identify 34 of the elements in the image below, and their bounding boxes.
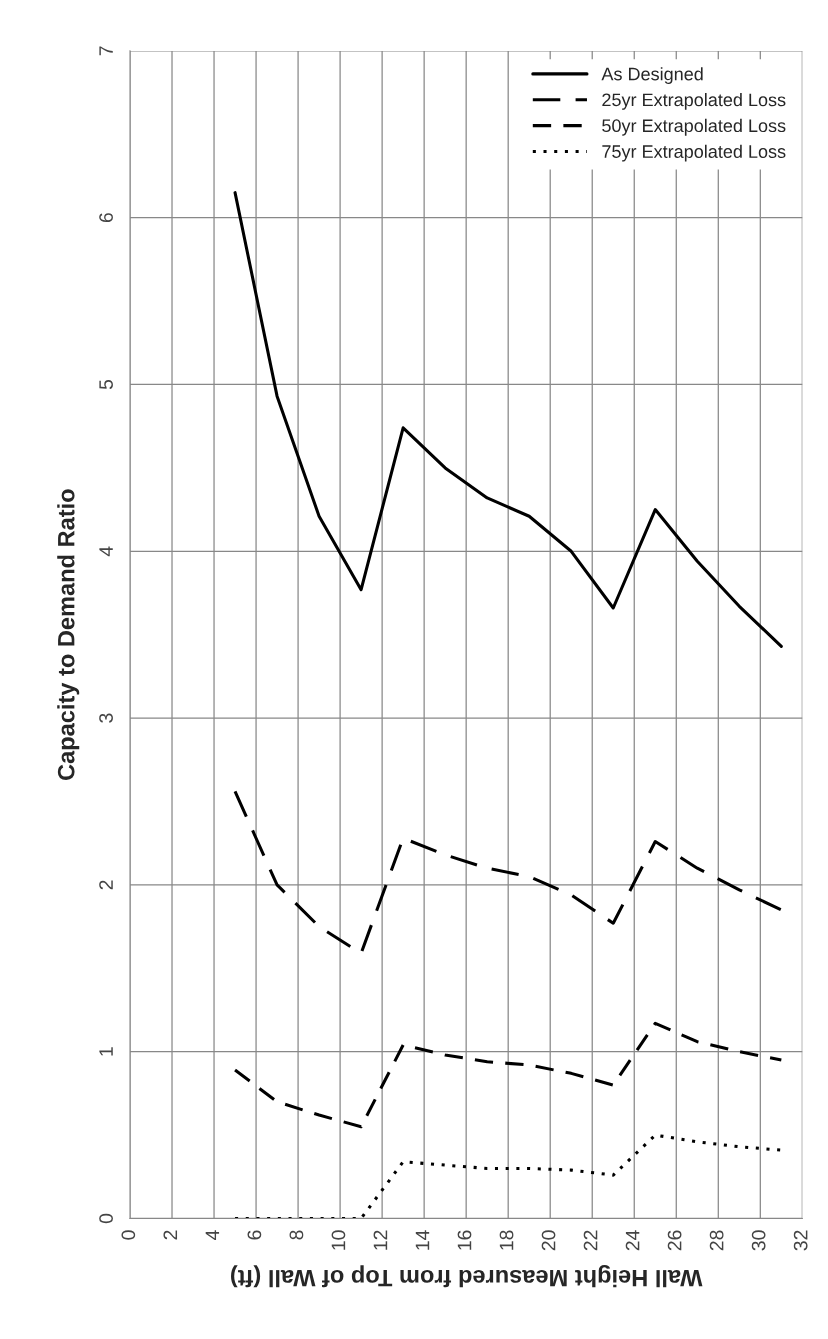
y-tick-label: 5 — [99, 379, 113, 390]
x-tick-label: 30 — [751, 1230, 766, 1251]
y-tick-label: 7 — [99, 46, 113, 56]
x-tick-label: 22 — [583, 1230, 598, 1251]
x-tick-label: 24 — [625, 1230, 640, 1251]
y-tick-label: 2 — [99, 880, 113, 890]
legend-label: As Designed — [601, 67, 703, 84]
y-tick-label: 3 — [99, 713, 113, 723]
y-tick-label: 4 — [99, 546, 113, 557]
legend-label: 25yr Extrapolated Loss — [602, 92, 786, 110]
x-tick-label: 16 — [457, 1230, 472, 1250]
x-tick-label: 0 — [121, 1230, 136, 1240]
x-tick-label: 28 — [709, 1230, 724, 1251]
x-tick-label: 6 — [247, 1230, 262, 1240]
y-axis-title: Capacity to Demand Ratio — [57, 489, 80, 780]
x-tick-label: 18 — [499, 1230, 514, 1250]
line-series — [233, 1133, 783, 1219]
y-tick-label: 1 — [99, 1047, 113, 1056]
x-tick-label: 10 — [331, 1230, 346, 1250]
line-series — [233, 191, 783, 648]
x-tick-label: 14 — [415, 1230, 430, 1250]
x-tick-label: 32 — [793, 1230, 808, 1251]
x-tick-label: 26 — [667, 1230, 682, 1251]
x-tick-label: 12 — [373, 1230, 388, 1250]
y-tick-label: 0 — [99, 1213, 113, 1224]
legend-label: 75yr Extrapolated Loss — [602, 144, 786, 162]
x-tick-label: 8 — [289, 1230, 304, 1240]
x-axis-title: Wall Height Measured from Top of Wall (ft) — [231, 1265, 703, 1288]
x-tick-label: 2 — [163, 1230, 178, 1240]
y-tick-label: 6 — [99, 213, 113, 223]
x-tick-label: 4 — [205, 1230, 220, 1240]
line-series — [233, 1021, 783, 1129]
legend-label: 50yr Extrapolated Loss — [602, 118, 786, 136]
x-tick-label: 20 — [541, 1230, 556, 1251]
